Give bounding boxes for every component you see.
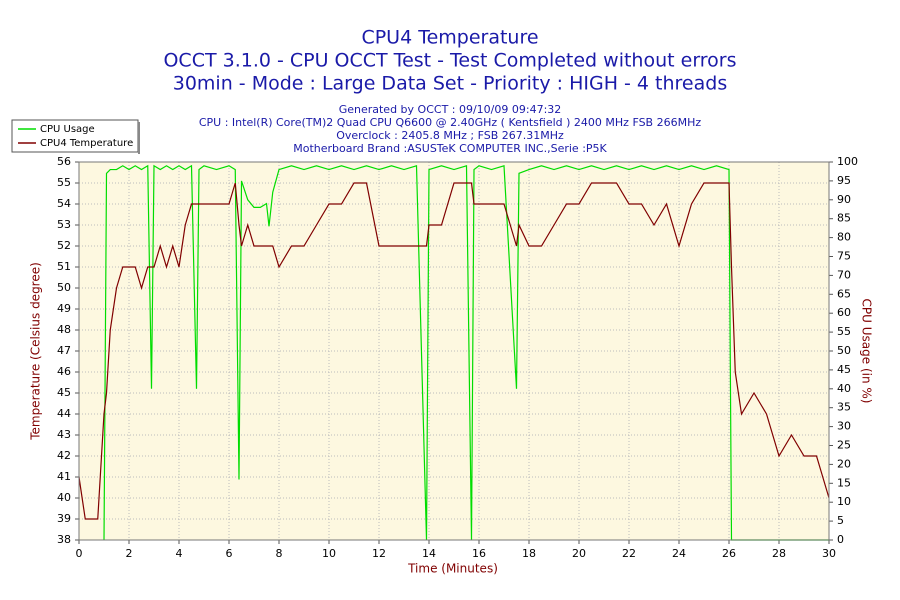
legend-label: CPU Usage bbox=[40, 124, 95, 135]
y-tick-label: 53 bbox=[57, 218, 71, 231]
chart-title: CPU4 Temperature bbox=[361, 27, 538, 49]
y-tick-label: 55 bbox=[57, 176, 71, 189]
x-tick-label: 16 bbox=[472, 547, 486, 560]
y2-axis-label: CPU Usage (in %) bbox=[860, 299, 874, 404]
data-line bbox=[103, 164, 829, 541]
y-tick-label: 49 bbox=[57, 302, 71, 315]
subtitle: Generated by OCCT : 09/10/09 09:47:32 bbox=[339, 103, 562, 116]
plot-frame bbox=[78, 161, 830, 541]
y2-tick-label: 55 bbox=[837, 325, 851, 338]
y-tick-label: 43 bbox=[57, 428, 71, 441]
x-tick-label: 0 bbox=[76, 547, 83, 560]
y-tick-label: 51 bbox=[57, 260, 71, 273]
x-tick-label: 20 bbox=[572, 547, 586, 560]
y-tick-label: 52 bbox=[57, 239, 71, 252]
y2-tick-label: 75 bbox=[837, 250, 851, 263]
x-tick-label: 2 bbox=[126, 547, 133, 560]
legend-shadow bbox=[138, 122, 140, 154]
y2-tick-label: 100 bbox=[837, 155, 858, 168]
subtitle: Overclock : 2405.8 MHz ; FSB 267.31MHz bbox=[336, 129, 564, 142]
subtitle: Motherboard Brand :ASUSTeK COMPUTER INC.… bbox=[293, 142, 607, 155]
y2-tick-label: 80 bbox=[837, 231, 851, 244]
x-tick-label: 30 bbox=[822, 547, 836, 560]
x-tick-label: 26 bbox=[722, 547, 736, 560]
subtitle: CPU : Intel(R) Core(TM)2 Quad CPU Q6600 … bbox=[199, 116, 701, 129]
y2-tick-label: 65 bbox=[837, 287, 851, 300]
y2-tick-label: 90 bbox=[837, 193, 851, 206]
x-tick-label: 24 bbox=[672, 547, 686, 560]
y-tick-label: 54 bbox=[57, 197, 71, 210]
y2-tick-label: 70 bbox=[837, 268, 851, 281]
y2-tick-label: 0 bbox=[837, 533, 844, 546]
y2-tick-label: 5 bbox=[837, 514, 844, 527]
x-tick-label: 8 bbox=[276, 547, 283, 560]
x-tick-label: 28 bbox=[772, 547, 786, 560]
y2-tick-label: 45 bbox=[837, 363, 851, 376]
y-tick-label: 38 bbox=[57, 533, 71, 546]
y2-tick-label: 30 bbox=[837, 420, 851, 433]
y2-tick-label: 85 bbox=[837, 212, 851, 225]
x-axis-label: Time (Minutes) bbox=[407, 562, 498, 576]
y2-tick-label: 40 bbox=[837, 382, 851, 395]
chart-title-line: OCCT 3.1.0 - CPU OCCT Test - Test Comple… bbox=[163, 50, 736, 72]
x-tick-label: 4 bbox=[176, 547, 183, 560]
y-tick-label: 44 bbox=[57, 407, 71, 420]
x-tick-label: 14 bbox=[422, 547, 436, 560]
x-tick-label: 10 bbox=[322, 547, 336, 560]
data-line bbox=[78, 182, 830, 520]
chart-title-line: 30min - Mode : Large Data Set - Priority… bbox=[173, 73, 727, 95]
y-tick-label: 39 bbox=[57, 512, 71, 525]
y-tick-label: 41 bbox=[57, 470, 71, 483]
y-tick-label: 56 bbox=[57, 155, 71, 168]
y2-tick-label: 95 bbox=[837, 174, 851, 187]
y2-tick-label: 10 bbox=[837, 495, 851, 508]
x-tick-label: 12 bbox=[372, 547, 386, 560]
y-tick-label: 48 bbox=[57, 323, 71, 336]
y-tick-label: 47 bbox=[57, 344, 71, 357]
y2-tick-label: 15 bbox=[837, 476, 851, 489]
y-tick-label: 50 bbox=[57, 281, 71, 294]
y-tick-label: 40 bbox=[57, 491, 71, 504]
y2-tick-label: 20 bbox=[837, 457, 851, 470]
y-tick-label: 42 bbox=[57, 449, 71, 462]
y2-tick-label: 50 bbox=[837, 344, 851, 357]
legend-label: CPU4 Temperature bbox=[40, 138, 133, 149]
y-tick-label: 46 bbox=[57, 365, 71, 378]
y2-tick-label: 60 bbox=[837, 306, 851, 319]
y2-tick-label: 35 bbox=[837, 401, 851, 414]
x-tick-label: 22 bbox=[622, 547, 636, 560]
y2-tick-label: 25 bbox=[837, 439, 851, 452]
y-axis-label: Temperature (Celsius degree) bbox=[29, 262, 43, 441]
x-tick-label: 6 bbox=[226, 547, 233, 560]
x-tick-label: 18 bbox=[522, 547, 536, 560]
y-tick-label: 45 bbox=[57, 386, 71, 399]
legend-box bbox=[11, 119, 139, 153]
